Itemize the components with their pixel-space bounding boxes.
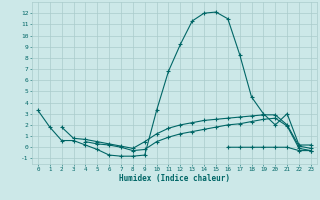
X-axis label: Humidex (Indice chaleur): Humidex (Indice chaleur): [119, 174, 230, 183]
